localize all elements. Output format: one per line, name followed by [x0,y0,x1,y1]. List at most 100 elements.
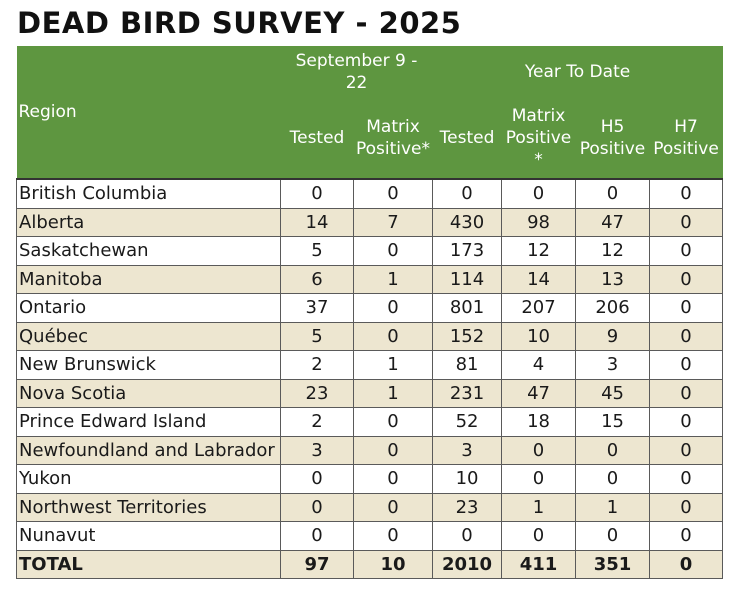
column-header: H5 Positive [575,98,650,179]
value-cell: 0 [649,350,724,380]
survey-table: Region September 9 - 22 Year To Date Tes… [16,46,724,579]
region-header: Region [16,46,281,179]
table-row: Nova Scotia 23 1 231 47 45 0 [16,378,724,408]
value-cell: 0 [649,492,724,522]
value-cell: 14 [280,207,354,237]
column-header: Matrix Positive * [501,98,576,179]
value-cell: 152 [432,321,503,351]
region-cell: Saskatchewan [16,236,281,266]
value-cell: 206 [575,293,651,323]
value-cell: 0 [649,293,724,323]
value-cell: 0 [432,178,503,209]
table-row: Ontario 37 0 801 207 206 0 [16,293,724,323]
value-cell: 47 [501,378,577,408]
value-cell: 0 [649,207,724,237]
value-cell: 0 [649,378,724,408]
value-cell: 430 [432,207,503,237]
value-cell: 3 [280,435,354,465]
value-cell: 7 [352,207,434,237]
value-cell: 1 [352,378,434,408]
value-cell: 0 [280,178,354,209]
region-cell: Nova Scotia [16,378,281,408]
value-cell: 2 [280,350,354,380]
value-cell: 0 [649,178,724,209]
value-cell: 0 [352,521,434,551]
value-cell: 45 [575,378,651,408]
value-cell: 4 [501,350,577,380]
column-header: Matrix Positive* [353,98,433,179]
value-cell: 0 [575,464,651,494]
value-cell: 1 [352,350,434,380]
value-cell: 52 [432,407,503,437]
value-cell: 18 [501,407,577,437]
table-row: Manitoba 6 1 114 14 13 0 [16,264,724,294]
value-cell: 0 [352,321,434,351]
value-cell: 0 [352,236,434,266]
region-cell: Alberta [16,207,281,237]
value-cell: 0 [352,293,434,323]
region-cell: Québec [16,321,281,351]
value-cell: 0 [501,178,577,209]
value-cell: 3 [432,435,503,465]
region-cell: TOTAL [16,549,281,579]
table-row: Québec 5 0 152 10 9 0 [16,321,724,351]
column-header: Tested [280,98,354,179]
table-row: British Columbia 0 0 0 0 0 0 [16,178,724,209]
value-cell: 0 [280,521,354,551]
value-cell: 0 [501,435,577,465]
value-cell: 0 [649,521,724,551]
value-cell: 10 [432,464,503,494]
value-cell: 0 [352,178,434,209]
value-cell: 0 [649,264,724,294]
value-cell: 5 [280,321,354,351]
table-row: Yukon 0 0 10 0 0 0 [16,464,724,494]
value-cell: 2 [280,407,354,437]
value-cell: 10 [352,549,434,579]
value-cell: 0 [649,236,724,266]
value-cell: 1 [575,492,651,522]
value-cell: 0 [280,492,354,522]
table-row: New Brunswick 2 1 81 4 3 0 [16,350,724,380]
page-title: DEAD BIRD SURVEY - 2025 [17,6,462,40]
value-cell: 0 [280,464,354,494]
value-cell: 0 [352,407,434,437]
value-cell: 97 [280,549,354,579]
value-cell: 6 [280,264,354,294]
ytd-header: Year To Date [432,46,723,98]
table-row: Nunavut 0 0 0 0 0 0 [16,521,724,551]
region-cell: British Columbia [16,178,281,209]
value-cell: 0 [352,492,434,522]
column-header: H7 Positive [649,98,723,179]
value-cell: 231 [432,378,503,408]
region-cell: Newfoundland and Labrador [16,435,281,465]
table-row: Northwest Territories 0 0 23 1 1 0 [16,492,724,522]
region-cell: Yukon [16,464,281,494]
region-cell: New Brunswick [16,350,281,380]
table-body: British Columbia 0 0 0 0 0 0 Alberta 14 7 430 98 47 0… [16,178,724,579]
value-cell: 0 [649,407,724,437]
value-cell: 81 [432,350,503,380]
table-row: Prince Edward Island 2 0 52 18 15 0 [16,407,724,437]
value-cell: 14 [501,264,577,294]
value-cell: 37 [280,293,354,323]
region-cell: Manitoba [16,264,281,294]
table-row: Saskatchewan 5 0 173 12 12 0 [16,236,724,266]
column-header: Tested [432,98,502,179]
value-cell: 0 [575,521,651,551]
value-cell: 2010 [432,549,503,579]
value-cell: 12 [575,236,651,266]
value-cell: 10 [501,321,577,351]
value-cell: 1 [501,492,577,522]
value-cell: 411 [501,549,577,579]
table-row: Newfoundland and Labrador 3 0 3 0 0 0 [16,435,724,465]
value-cell: 23 [432,492,503,522]
value-cell: 801 [432,293,503,323]
value-cell: 23 [280,378,354,408]
value-cell: 13 [575,264,651,294]
value-cell: 0 [575,435,651,465]
value-cell: 5 [280,236,354,266]
value-cell: 1 [352,264,434,294]
value-cell: 0 [501,521,577,551]
region-cell: Ontario [16,293,281,323]
value-cell: 0 [352,435,434,465]
